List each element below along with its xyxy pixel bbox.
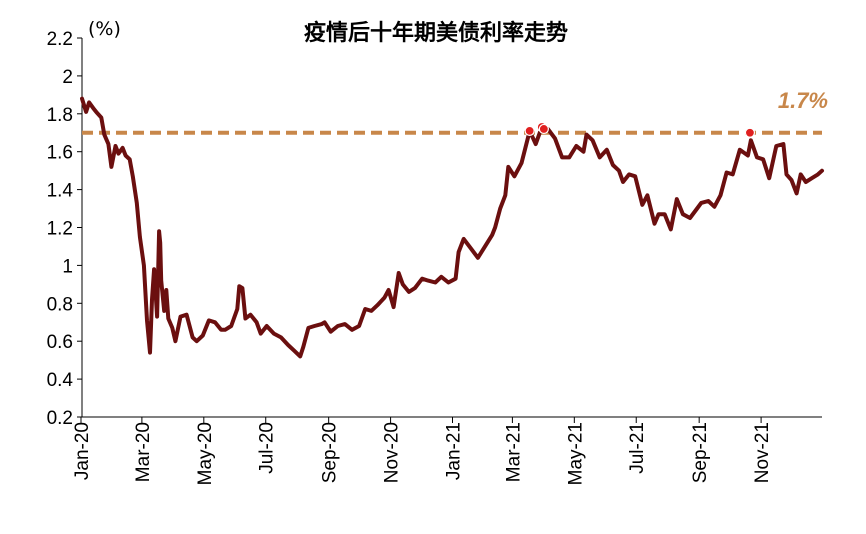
reference-line-label: 1.7%: [778, 88, 828, 113]
y-tick-label: 1.8: [47, 105, 73, 126]
y-tick-label: 1.2: [47, 219, 73, 240]
highlight-point: [524, 125, 535, 136]
y-axis-unit: (%): [88, 18, 121, 40]
y-tick-label: 0.6: [47, 332, 73, 353]
y-axis: 0.2 0.4 0.6 0.8 1 1.2 1.4 1.6 1.8 2 2.2: [47, 29, 83, 429]
x-tick-label: May-21: [565, 422, 586, 485]
x-tick-label: Nov-20: [382, 422, 403, 483]
reference-line-group: 1.7%: [82, 88, 828, 135]
x-tick-label: Mar-20: [133, 422, 154, 482]
y-tick-label: 0.8: [47, 294, 73, 315]
x-tick-label: Jul-21: [627, 422, 648, 474]
series-line-0: [80, 96, 824, 359]
x-tick-label: May-20: [195, 422, 216, 485]
y-tick-label: 0.4: [47, 370, 74, 391]
highlight-point: [538, 123, 549, 135]
y-tick-label: 2: [62, 67, 73, 88]
x-tick-label: Jan-20: [72, 422, 93, 480]
x-tick-label: Jul-20: [257, 422, 278, 474]
x-tick-label: Nov-21: [752, 422, 773, 483]
y-tick-label: 2.2: [47, 29, 73, 50]
series-group: [80, 96, 824, 359]
x-tick-label: Sep-20: [320, 422, 341, 483]
x-tick-label: Sep-21: [690, 422, 711, 483]
y-tick-label: 0.2: [47, 408, 73, 429]
highlight-points: [524, 121, 756, 138]
y-tick-label: 1.6: [47, 143, 73, 164]
x-tick-label: Mar-21: [503, 422, 524, 482]
y-tick-label: 1.4: [47, 181, 74, 202]
y-tick-label: 1: [62, 256, 73, 277]
x-axis: Jan-20 Mar-20 May-20 Jul-20 Sep-20 Nov-20 Jan-…: [72, 416, 822, 485]
x-tick-label: Jan-21: [444, 422, 465, 480]
chart-title: 疫情后十年期美债利率走势: [304, 20, 568, 46]
highlight-point: [744, 127, 756, 138]
